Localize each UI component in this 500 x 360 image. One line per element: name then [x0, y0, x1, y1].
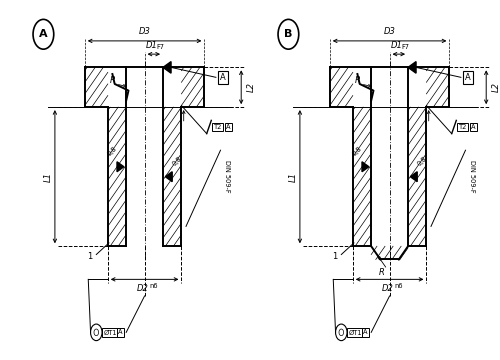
Polygon shape	[163, 62, 171, 73]
Text: R: R	[379, 268, 385, 277]
Text: DIN 509-F: DIN 509-F	[224, 160, 230, 193]
Text: L2: L2	[247, 82, 256, 92]
Text: F7: F7	[156, 44, 164, 50]
Text: A: A	[472, 124, 476, 130]
Text: D1: D1	[390, 41, 402, 50]
Text: T2: T2	[214, 124, 222, 130]
Polygon shape	[410, 172, 417, 182]
Text: n6: n6	[394, 283, 403, 289]
Text: 1: 1	[87, 252, 92, 261]
Polygon shape	[362, 162, 369, 172]
Polygon shape	[166, 172, 172, 182]
Text: DIN 509-F: DIN 509-F	[470, 160, 476, 193]
Text: A: A	[363, 329, 368, 336]
Text: B: B	[284, 29, 292, 39]
Text: D2: D2	[382, 284, 393, 293]
Text: 0,8: 0,8	[416, 155, 428, 167]
Polygon shape	[117, 162, 124, 172]
Text: A: A	[39, 29, 48, 39]
Text: F7: F7	[402, 44, 409, 50]
Text: ØT1: ØT1	[348, 329, 362, 336]
Text: R: R	[355, 76, 361, 85]
Text: T2: T2	[458, 124, 467, 130]
Text: 0,8: 0,8	[106, 145, 118, 157]
Text: D3: D3	[138, 27, 150, 36]
Text: D1: D1	[146, 41, 158, 50]
Text: A: A	[226, 124, 231, 130]
Polygon shape	[408, 62, 416, 73]
Text: 1: 1	[332, 252, 337, 261]
Text: n6: n6	[150, 283, 158, 289]
Text: R: R	[110, 76, 116, 85]
Text: A: A	[465, 73, 470, 82]
Text: D3: D3	[384, 27, 396, 36]
Text: ØT1: ØT1	[103, 329, 117, 336]
Text: A: A	[118, 329, 122, 336]
Text: L1: L1	[44, 172, 52, 182]
Text: 0,8: 0,8	[352, 145, 363, 157]
Text: L1: L1	[288, 172, 298, 182]
Text: 0,8: 0,8	[171, 155, 182, 167]
Text: A: A	[220, 73, 226, 82]
Text: L2: L2	[492, 82, 500, 92]
Text: D2: D2	[136, 284, 148, 293]
